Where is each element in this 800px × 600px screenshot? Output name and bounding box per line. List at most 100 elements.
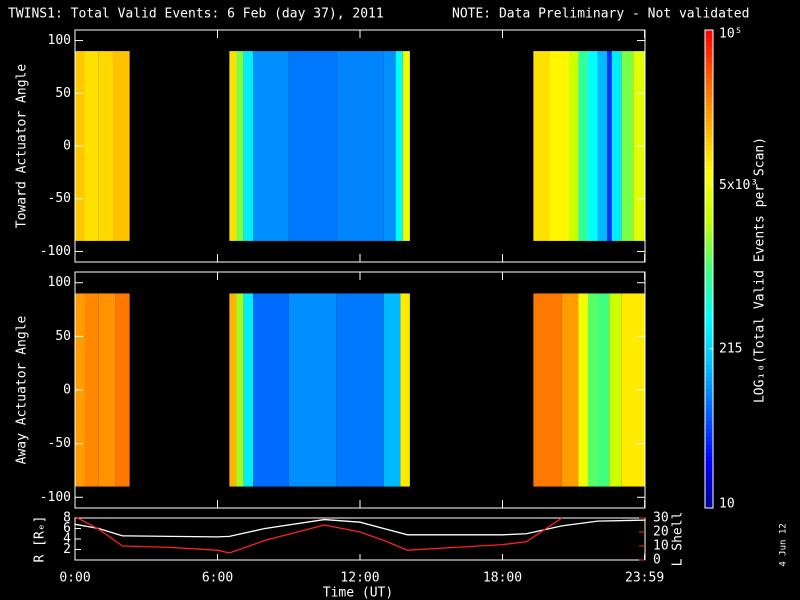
colorbar-swatch <box>705 209 713 214</box>
colorbar-swatch <box>705 181 713 186</box>
colorbar-swatch <box>705 408 713 413</box>
colorbar-swatch <box>705 253 713 258</box>
colorbar-swatch <box>705 468 713 473</box>
heat-cell <box>253 51 289 241</box>
heat-cell <box>609 293 622 487</box>
colorbar-swatch <box>705 125 713 131</box>
colorbar-swatch <box>705 276 713 282</box>
colorbar-swatch <box>705 221 713 226</box>
colorbar-swatch <box>705 201 713 206</box>
heat-cell <box>607 51 612 241</box>
colorbar-swatch <box>705 137 713 143</box>
heat-cell <box>236 293 244 487</box>
heat-cell <box>383 293 401 487</box>
y-tick-label: 50 <box>55 329 71 344</box>
colorbar-swatch <box>705 149 713 154</box>
y-tick-label: -50 <box>48 436 71 451</box>
orbit-line <box>75 517 563 554</box>
colorbar-swatch <box>705 30 713 35</box>
heat-cell <box>84 51 99 241</box>
colorbar-swatch <box>705 113 713 119</box>
colorbar-tick-label: 10⁵ <box>719 27 742 42</box>
heat-cell <box>84 293 99 487</box>
colorbar-swatch <box>705 69 713 75</box>
colorbar-swatch <box>705 133 713 139</box>
colorbar-swatch <box>705 41 713 47</box>
heat-cell <box>569 51 579 241</box>
colorbar-swatch <box>705 61 713 67</box>
colorbar-swatch <box>705 97 713 103</box>
colorbar-swatch <box>705 109 713 115</box>
colorbar-swatch <box>705 496 713 501</box>
colorbar-swatch <box>705 165 713 170</box>
heat-cell <box>578 51 588 241</box>
colorbar-swatch <box>705 456 713 461</box>
y-tick-label: -50 <box>48 191 71 206</box>
colorbar-swatch <box>705 101 713 107</box>
heat-cell <box>336 51 384 241</box>
colorbar-swatch <box>705 476 713 481</box>
colorbar-swatch <box>705 488 713 493</box>
colorbar-swatch <box>705 57 713 63</box>
colorbar-swatch <box>705 300 713 306</box>
colorbar-swatch <box>705 193 713 198</box>
colorbar-swatch <box>705 121 713 127</box>
colorbar-swatch <box>705 392 713 397</box>
orbit-line <box>75 518 645 538</box>
colorbar-swatch <box>705 396 713 401</box>
colorbar-swatch <box>705 448 713 453</box>
colorbar-swatch <box>705 472 713 477</box>
colorbar-swatch <box>705 288 713 294</box>
colorbar-swatch <box>705 316 713 322</box>
heat-cell <box>243 51 254 241</box>
colorbar-swatch <box>705 73 713 79</box>
heat-cell <box>115 293 130 487</box>
colorbar-swatch <box>705 376 713 382</box>
colorbar-swatch <box>705 424 713 429</box>
colorbar-swatch <box>705 229 713 234</box>
colorbar-swatch <box>705 205 713 210</box>
y-tick-label: 6 <box>63 521 71 536</box>
colorbar-swatch <box>705 53 713 59</box>
x-tick-label: 23:59 <box>625 571 664 586</box>
colorbar-swatch <box>705 332 713 338</box>
y-tick-label: 0 <box>63 139 71 154</box>
heat-cell <box>288 293 337 487</box>
heat-cell <box>621 293 645 487</box>
colorbar-swatch <box>705 81 713 87</box>
colorbar-swatch <box>705 153 713 158</box>
colorbar-swatch <box>705 33 713 39</box>
colorbar-swatch <box>705 484 713 489</box>
colorbar-swatch <box>705 388 713 393</box>
heat-cell <box>98 51 113 241</box>
colorbar-swatch <box>705 269 713 274</box>
heat-cell <box>550 51 569 241</box>
heat-cell <box>229 293 237 487</box>
colorbar-swatch <box>705 241 713 246</box>
x-tick-label: 0:00 <box>59 571 90 586</box>
y-tick-label: 4 <box>63 532 71 547</box>
colorbar-swatch <box>705 480 713 485</box>
colorbar-swatch <box>705 237 713 242</box>
colorbar-swatch <box>705 89 713 95</box>
heat-cell <box>400 293 410 487</box>
colorbar-swatch <box>705 312 713 318</box>
colorbar-swatch <box>705 85 713 91</box>
colorbar-swatch <box>705 336 713 342</box>
colorbar-tick-label: 10 <box>719 497 735 512</box>
heat-cell <box>243 293 254 487</box>
heat-cell <box>236 51 244 241</box>
colorbar-swatch <box>705 328 713 334</box>
heat-cell <box>336 293 384 487</box>
colorbar-swatch <box>705 404 713 409</box>
colorbar-tick-label: 215 <box>719 341 742 356</box>
colorbar-swatch <box>705 284 713 290</box>
y-tick-label: -100 <box>40 490 71 505</box>
colorbar-swatch <box>705 492 713 497</box>
colorbar-label: LOG₁₀(Total Valid Events per Scan) <box>753 137 768 403</box>
colorbar-swatch <box>705 436 713 441</box>
colorbar-swatch <box>705 364 713 370</box>
colorbar-swatch <box>705 265 713 270</box>
y-tick-label: 100 <box>48 275 71 290</box>
colorbar-swatch <box>705 304 713 310</box>
